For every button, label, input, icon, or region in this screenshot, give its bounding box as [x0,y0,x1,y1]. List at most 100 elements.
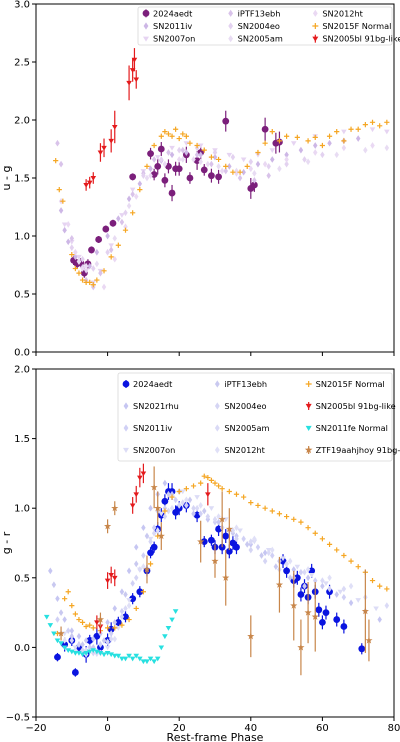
data-point [147,656,154,662]
data-point [333,616,341,623]
data-point [60,198,66,204]
data-point [76,254,82,260]
data-point [216,518,221,526]
data-point [255,543,261,551]
data-point [259,552,264,559]
data-point [334,129,340,135]
data-point [244,163,250,169]
data-point [205,160,211,168]
data-point [71,669,79,676]
data-point [83,623,89,630]
data-point [158,133,164,139]
data-point [369,119,376,125]
data-point [183,133,189,139]
data-point [72,651,79,656]
x-tick-label: 60 [316,723,329,734]
data-point [305,525,311,531]
data-point [262,557,268,565]
data-point [154,656,161,662]
data-point [276,511,283,517]
data-point [76,641,82,648]
data-point [241,535,246,543]
data-point [137,475,143,481]
data-point [72,611,78,617]
data-point [334,151,339,159]
legend-label: SN2012ht [322,8,363,18]
data-point [91,265,96,272]
data-point [129,173,137,181]
data-point [198,510,203,518]
data-point [69,244,75,251]
data-point [95,236,103,243]
data-point [129,656,136,662]
data-point [370,142,375,149]
data-point [175,165,183,173]
series-iptf13ebh [51,488,307,651]
data-point [96,615,105,623]
data-point [158,645,165,651]
data-point [119,213,125,218]
data-point [201,147,207,153]
data-point [69,239,75,245]
legend-entry-sn2005am: SN2005am [228,34,283,44]
legend-entry-sn2007on: SN2007on [123,445,175,455]
data-point [140,589,146,595]
data-point [266,163,271,170]
data-point [290,141,297,146]
data-point [384,586,390,592]
data-point [119,607,125,615]
data-point [134,574,139,582]
data-point [140,471,147,477]
data-point [114,618,122,626]
legend-label: SN2011fe Normal [316,423,388,433]
data-point [130,580,135,587]
data-point [365,636,373,644]
data-point [65,221,71,228]
data-point [320,577,325,584]
data-point [209,160,214,168]
data-point [262,140,268,146]
data-point [126,80,132,86]
data-point [361,607,369,615]
data-point [348,558,354,564]
data-point [305,158,311,166]
data-point [119,588,125,596]
data-point [248,500,254,506]
data-point [119,622,125,628]
data-point [215,483,222,489]
data-point [284,560,289,568]
data-point [83,651,89,656]
data-point [230,153,236,161]
legend-marker [122,380,130,388]
data-point [225,525,233,533]
data-point [341,552,347,559]
legend-entry-sn2012ht: SN2012ht [312,8,364,18]
legend-label: SN2012ht [224,445,265,455]
data-point [83,637,89,644]
data-point [47,623,54,628]
data-point [57,629,65,637]
data-point [312,530,318,536]
data-point [276,138,283,144]
data-point [105,625,111,631]
data-point [101,652,107,658]
legend-entry-sn2012ht: SN2012ht [214,445,266,455]
data-point [62,616,67,623]
data-point [126,567,132,575]
y-tick-label: 1.5 [14,174,30,185]
data-point [137,566,143,573]
data-point [241,494,247,500]
data-point [211,557,219,565]
data-point [212,480,218,486]
data-point [198,502,203,509]
data-point [191,156,196,163]
y-tick-label: 1.0 [14,232,30,243]
data-point [58,609,64,616]
data-point [183,486,189,492]
legend-entry-iptf13ebh: iPTF13ebh [214,379,267,389]
series-sn2004eo [69,144,325,272]
data-point [87,644,92,651]
data-point [237,174,243,182]
data-point [144,659,150,665]
data-point [147,561,154,567]
